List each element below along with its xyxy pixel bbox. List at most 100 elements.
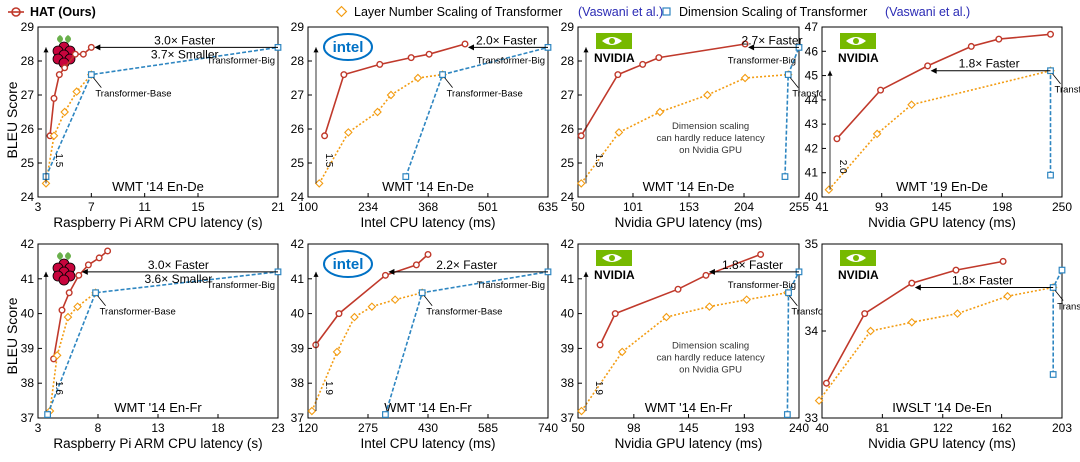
data-point-dim [402,173,410,181]
y-tick-label: 43 [805,117,819,131]
x-tick-label: 203 [1052,421,1072,435]
data-point-hat [822,379,830,387]
data-point-hat [741,40,749,48]
transformer-base-label: Transformer-Base [1055,85,1080,96]
transformer-big-label: Transformer-Big [207,280,275,291]
data-point-dim [1049,371,1057,378]
y-tick-label: 41 [291,272,305,286]
note-line: on Nvidia GPU [679,145,742,156]
data-point-dim [785,289,792,297]
y-tick-label: 41 [561,272,575,286]
data-point-dim [418,289,426,297]
x-tick-label: 8 [95,421,102,435]
y-tick-label: 24 [21,190,35,204]
transformer-base-label: Transformer-Base [426,307,502,318]
x-tick-label: 204 [734,200,754,214]
data-point-hat [674,285,682,293]
x-tick-label: 98 [627,421,641,435]
x-tick-label: 50 [571,421,585,435]
series-line-2 [49,292,97,412]
speedup-label: 2.2× Faster [436,258,497,272]
legend-layer-label: Layer Number Scaling of Transformer [354,5,562,19]
data-point-layer [576,179,586,188]
transformer-base-label: Transformer-Base [100,307,176,318]
bleu-gain-label: 1.5 [593,153,604,167]
series-line-1 [836,33,1051,140]
data-point-layer [655,107,665,117]
y-tick-label: 42 [21,237,35,251]
x-tick-label: 3 [35,200,42,214]
data-point-hat [381,271,389,279]
x-tick-label: 501 [478,200,498,214]
data-point-dim [1047,171,1054,179]
transformer-big-label: Transformer-Big [728,280,796,291]
arrow-head-icon [827,70,833,76]
y-tick-label: 40 [21,307,35,321]
intel-logo-icon: intel [333,256,364,273]
data-point-layer [1003,291,1012,301]
data-point-hat [999,257,1007,265]
data-point-hat [655,54,663,62]
data-point-layer [907,317,917,327]
data-point-layer [350,312,359,322]
data-point-layer [705,302,714,311]
data-point-hat [58,306,66,314]
x-tick-label: 153 [679,200,699,214]
y-tick-label: 35 [805,237,819,251]
chart-title: WMT '14 En-De [643,179,735,194]
arrow-head-icon [313,271,319,277]
legend-dim-marker [662,7,671,16]
arrow-head-icon [468,44,475,51]
speedup-label: 3.0× Faster [154,33,215,47]
data-point-layer [73,302,82,311]
size-reduction-label: 3.7× Smaller [151,47,219,61]
data-point-hat [55,71,63,79]
x-tick-label: 122 [933,421,953,435]
y-tick-label: 25 [561,156,575,170]
data-point-dim [784,71,792,79]
y-tick-label: 45 [805,69,819,83]
data-point-layer [386,90,396,100]
x-tick-label: 18 [211,421,225,435]
data-point-hat [577,132,585,140]
data-point-dim [783,411,791,418]
data-point-layer [824,185,834,195]
data-point-dim [1058,266,1066,274]
chart-panel-6: 120 275 430 585 740 37 38 39 40 41 42 Intel CPU lat… [291,237,559,451]
data-point-hat [425,50,433,58]
data-point-layer [703,90,712,100]
chart-title: WMT '19 En-De [896,179,988,194]
data-point-hat [995,35,1003,43]
y-tick-label: 39 [21,341,35,355]
chart-panel-8: 40 81 122 162 203 33 34 35 Nvidia GPU latency (m… [805,237,1080,451]
nvidia-logo-icon: NVIDIA [838,268,879,282]
y-tick-label: 44 [805,93,819,107]
y-tick-label: 40 [561,307,575,321]
x-tick-label: 40 [815,421,829,435]
nvidia-logo-icon: NVIDIA [838,51,879,65]
y-tick-label: 42 [561,237,575,251]
data-point-hat [424,250,432,258]
bleu-gain-label: 1.5 [323,153,334,167]
data-point-hat [614,71,622,79]
y-tick-label: 27 [291,88,305,102]
x-tick-label: 93 [875,200,889,214]
data-point-layer [49,131,59,141]
data-point-layer [63,312,73,322]
data-point-hat [757,250,765,258]
data-point-layer [872,129,882,139]
plot-frame [577,243,800,419]
chart-panel-2: 100 234 368 501 635 24 25 26 27 28 29 Intel CPU lat… [291,20,559,230]
x-tick-label: 368 [418,200,438,214]
data-point-hat [877,86,885,94]
plot-frame [821,26,1063,198]
data-point-hat [79,50,87,58]
series-line-1 [323,43,466,137]
x-axis-label: Intel CPU latency (ms) [360,215,495,230]
leaf-icon [57,35,63,43]
series-line-2 [580,291,788,412]
x-tick-label: 275 [358,421,378,435]
data-point-hat [596,341,604,349]
arrow-head-icon [748,44,755,51]
data-point-layer [953,309,962,318]
